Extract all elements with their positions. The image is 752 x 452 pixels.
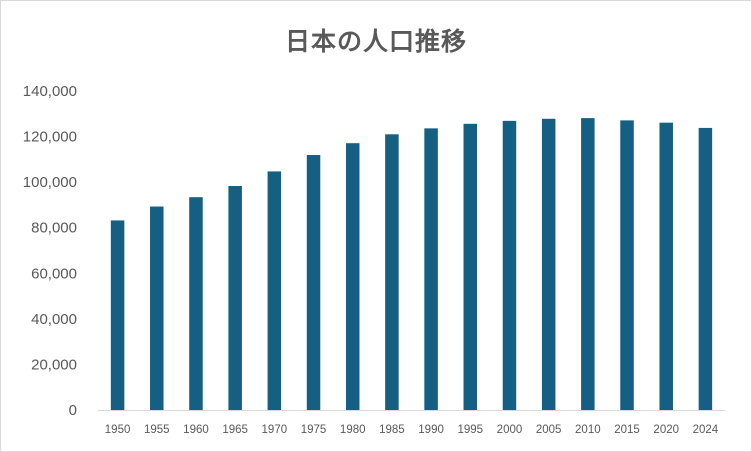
bar-1950 [110, 220, 125, 410]
y-tick-label: 140,000 [23, 83, 77, 100]
bar-1985 [385, 134, 399, 411]
x-tick-label: 1985 [379, 424, 405, 436]
bar-1975 [306, 155, 321, 410]
bar-1965 [228, 186, 242, 410]
x-tick-label: 1960 [183, 424, 209, 436]
chart-title: 日本の人口推移 [284, 27, 467, 56]
bar-1970 [267, 171, 282, 410]
x-tick-label: 1975 [301, 424, 327, 436]
x-tick-label: 2015 [614, 424, 640, 436]
x-tick-label: 1990 [418, 424, 444, 436]
x-axis-ticks: 1950 1955 1960 1965 1970 1975 1980 1985 1990 1995… [105, 424, 719, 436]
bar-1960 [189, 197, 203, 410]
y-tick-label: 40,000 [31, 311, 77, 328]
y-tick-label: 120,000 [23, 129, 77, 146]
x-tick-label: 1980 [340, 424, 366, 436]
x-tick-label: 1955 [144, 424, 170, 436]
y-tick-label: 100,000 [23, 174, 77, 191]
bar-2020 [659, 122, 673, 411]
x-tick-label: 2000 [497, 424, 523, 436]
y-tick-label: 0 [69, 402, 77, 419]
x-tick-label: 2010 [575, 424, 601, 436]
x-tick-label: 1950 [105, 424, 131, 436]
x-tick-label: 2020 [653, 424, 679, 436]
bar-2010 [581, 118, 595, 411]
bar-1995 [463, 123, 478, 410]
bar-2000 [502, 120, 517, 410]
y-tick-label: 20,000 [31, 356, 77, 373]
x-tick-label: 2024 [693, 424, 719, 436]
y-tick-label: 80,000 [31, 220, 77, 237]
bar-2015 [620, 120, 634, 410]
x-tick-label: 2005 [536, 424, 562, 436]
bar-1955 [150, 206, 164, 410]
y-axis-ticks: 0 20,000 40,000 60,000 80,000 100,000 120,000 1… [23, 83, 77, 419]
bar-2024 [698, 127, 713, 410]
y-tick-label: 60,000 [31, 265, 77, 282]
bar-2005 [541, 118, 556, 411]
x-tick-label: 1995 [457, 424, 483, 436]
bar-1990 [424, 128, 438, 410]
x-tick-label: 1970 [262, 424, 288, 436]
bar-series [110, 118, 713, 411]
bar-1980 [345, 143, 360, 410]
x-tick-label: 1965 [222, 424, 248, 436]
